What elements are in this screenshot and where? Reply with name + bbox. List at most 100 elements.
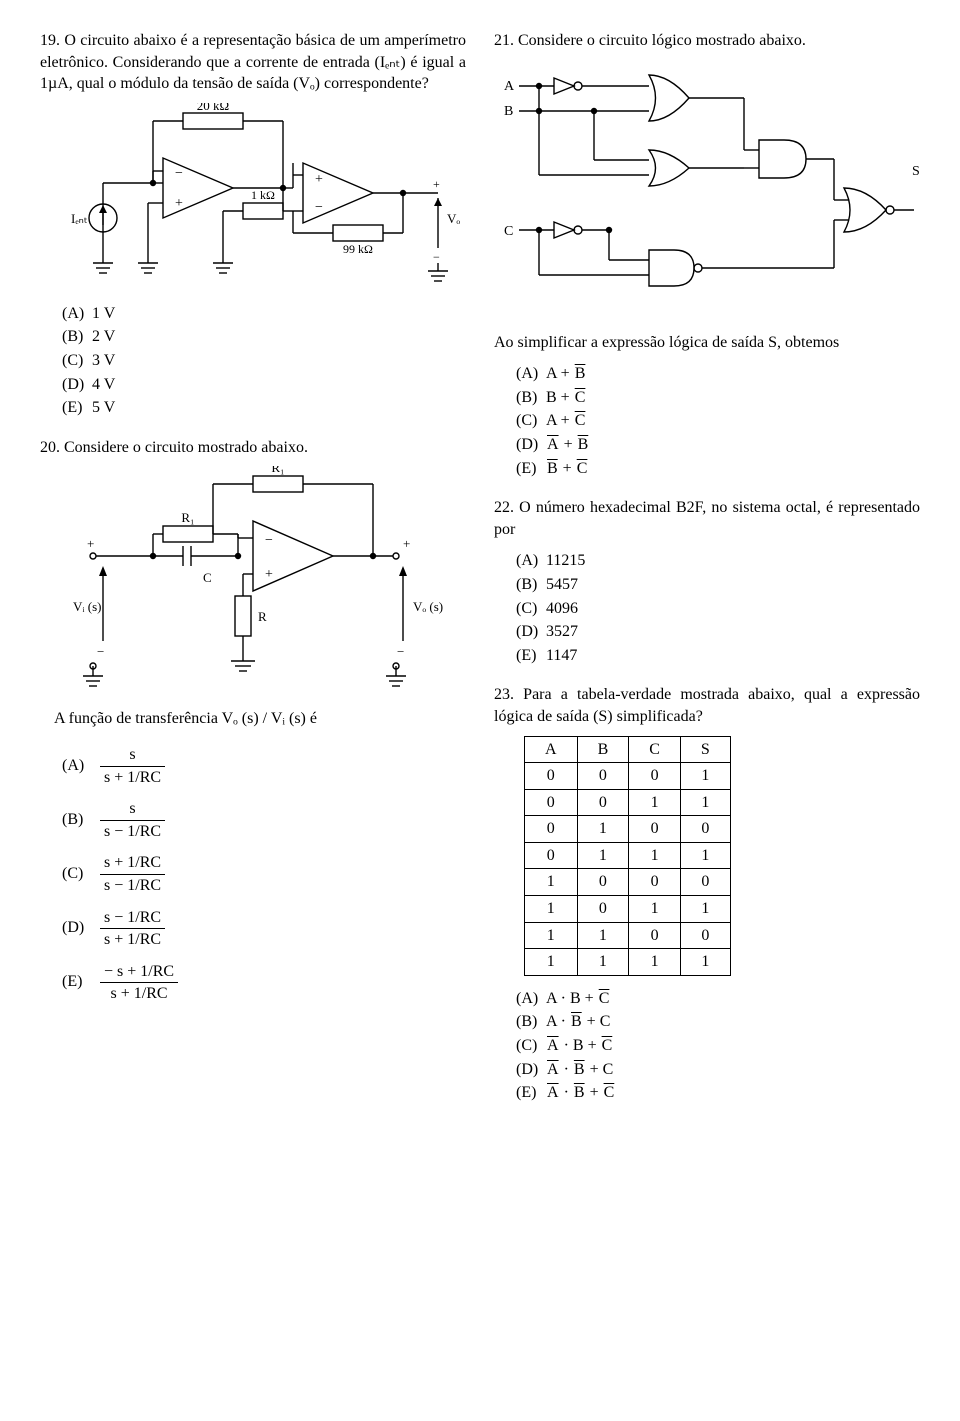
th-s: S [680, 736, 730, 763]
q23-opt: (A)A · B + C [516, 988, 920, 1010]
q21-text: 21. Considere o circuito lógico mostrado… [494, 30, 920, 52]
table-cell: 1 [577, 816, 629, 843]
table-cell: 0 [577, 869, 629, 896]
right-column: 21. Considere o circuito lógico mostrado… [494, 30, 920, 1122]
table-row: 1100 [525, 922, 731, 949]
table-cell: 1 [577, 949, 629, 976]
q22-opt-a: (A)11215 [516, 550, 920, 572]
table-cell: 1 [680, 949, 730, 976]
q20-opt-e: (E) − s + 1/RCs + 1/RC [62, 961, 466, 1005]
q21-circuit: A B C [494, 60, 924, 320]
table-row: 0011 [525, 789, 731, 816]
svg-text:+: + [87, 536, 94, 551]
q19-circuit: 20 kΩ Iₑₙₜ − + [43, 103, 463, 293]
q20-subtext: A função de transferência Vₒ (s) / Vᵢ (s… [54, 708, 466, 730]
svg-text:+: + [403, 536, 410, 551]
q23-body: Para a tabela-verdade mostrada abaixo, q… [494, 686, 920, 725]
q20-opt-b: (B) ss − 1/RC [62, 798, 466, 842]
svg-text:−: − [97, 644, 104, 659]
question-19: 19. O circuito abaixo é a representação … [40, 30, 466, 419]
table-cell: 0 [680, 869, 730, 896]
q22-opt-c: (C)4096 [516, 598, 920, 620]
q19-text: 19. O circuito abaixo é a representação … [40, 30, 466, 95]
q21-opt-a: (A)A + B [516, 363, 920, 385]
q23-opt: (E)A · B + C [516, 1082, 920, 1104]
q19-number: 19. [40, 32, 60, 49]
question-20: 20. Considere o circuito mostrado abaixo… [40, 437, 466, 1005]
svg-text:−: − [175, 166, 183, 181]
svg-text:+: + [265, 567, 273, 582]
vi-label: Vᵢ (s) [73, 599, 101, 614]
table-cell: 1 [680, 842, 730, 869]
table-cell: 1 [629, 842, 681, 869]
question-22: 22. O número hexadecimal B2F, no sistema… [494, 497, 920, 666]
q22-text: 22. O número hexadecimal B2F, no sistema… [494, 497, 920, 540]
th-b: B [577, 736, 629, 763]
q20-opt-c: (C) s + 1/RCs − 1/RC [62, 852, 466, 896]
q23-text: 23. Para a tabela-verdade mostrada abaix… [494, 684, 920, 727]
c-label: C [203, 570, 212, 585]
q20-body: Considere o circuito mostrado abaixo. [64, 439, 308, 456]
q21-body: Considere o circuito lógico mostrado aba… [518, 32, 806, 49]
q22-opt-b: (B)5457 [516, 574, 920, 596]
vo-label2: Vₒ (s) [413, 599, 443, 614]
r1-left-label: R₁ [181, 510, 194, 525]
label-b: B [504, 104, 513, 119]
svg-text:−: − [397, 644, 404, 659]
table-row: 1000 [525, 869, 731, 896]
r1-top-label: R₁ [271, 466, 284, 475]
q19-options: (A)1 V (B)2 V (C)3 V (D)4 V (E)5 V [62, 303, 466, 419]
q23-number: 23. [494, 686, 514, 703]
svg-text:+: + [433, 177, 440, 191]
q21-opt-c: (C)A + C [516, 410, 920, 432]
q22-number: 22. [494, 499, 514, 516]
th-c: C [629, 736, 681, 763]
th-a: A [525, 736, 578, 763]
table-row: 1111 [525, 949, 731, 976]
q19-body: O circuito abaixo é a representação bási… [40, 32, 466, 92]
table-header-row: A B C S [525, 736, 731, 763]
q19-opt-e: (E)5 V [62, 397, 466, 419]
table-row: 0001 [525, 763, 731, 790]
table-cell: 0 [680, 922, 730, 949]
q20-opt-d: (D) s − 1/RCs + 1/RC [62, 907, 466, 951]
q20-number: 20. [40, 439, 60, 456]
table-cell: 1 [680, 896, 730, 923]
q23-opt: (C)A · B + C [516, 1035, 920, 1057]
vo-label: Vₒ [447, 211, 460, 226]
q23-options: (A)A · B + C(B)A · B + C(C)A · B + C(D)A… [516, 988, 920, 1104]
page: 19. O circuito abaixo é a representação … [40, 30, 920, 1122]
svg-text:+: + [315, 172, 323, 187]
q23-truth-table: A B C S 00010011010001111000101111001111 [524, 736, 731, 976]
q22-opt-e: (E)1147 [516, 645, 920, 667]
r-99k-label: 99 kΩ [343, 242, 373, 256]
table-cell: 0 [525, 763, 578, 790]
table-cell: 1 [577, 842, 629, 869]
r-1k-label: 1 kΩ [251, 188, 275, 202]
q20-options: (A) ss + 1/RC (B) ss − 1/RC (C) s + 1/RC… [62, 744, 466, 1005]
table-cell: 1 [525, 949, 578, 976]
table-cell: 1 [525, 869, 578, 896]
q21-number: 21. [494, 32, 514, 49]
table-cell: 0 [525, 789, 578, 816]
table-cell: 0 [577, 896, 629, 923]
table-cell: 0 [680, 816, 730, 843]
table-cell: 0 [577, 789, 629, 816]
q19-opt-c: (C)3 V [62, 350, 466, 372]
svg-text:+: + [175, 196, 183, 211]
label-a: A [504, 79, 515, 94]
r-label: R [258, 609, 267, 624]
q19-opt-b: (B)2 V [62, 326, 466, 348]
label-s: S [912, 164, 920, 179]
left-column: 19. O circuito abaixo é a representação … [40, 30, 466, 1122]
q21-opt-d: (D)A + B [516, 434, 920, 456]
table-cell: 1 [525, 896, 578, 923]
q20-opt-a: (A) ss + 1/RC [62, 744, 466, 788]
q19-opt-a: (A)1 V [62, 303, 466, 325]
q21-opt-e: (E)B + C [516, 458, 920, 480]
q23-opt: (B)A · B + C [516, 1011, 920, 1033]
ient-label: Iₑₙₜ [71, 211, 88, 226]
q20-circuit: R₁ + R₁ [53, 466, 453, 696]
table-cell: 0 [629, 869, 681, 896]
q22-opt-d: (D)3527 [516, 621, 920, 643]
